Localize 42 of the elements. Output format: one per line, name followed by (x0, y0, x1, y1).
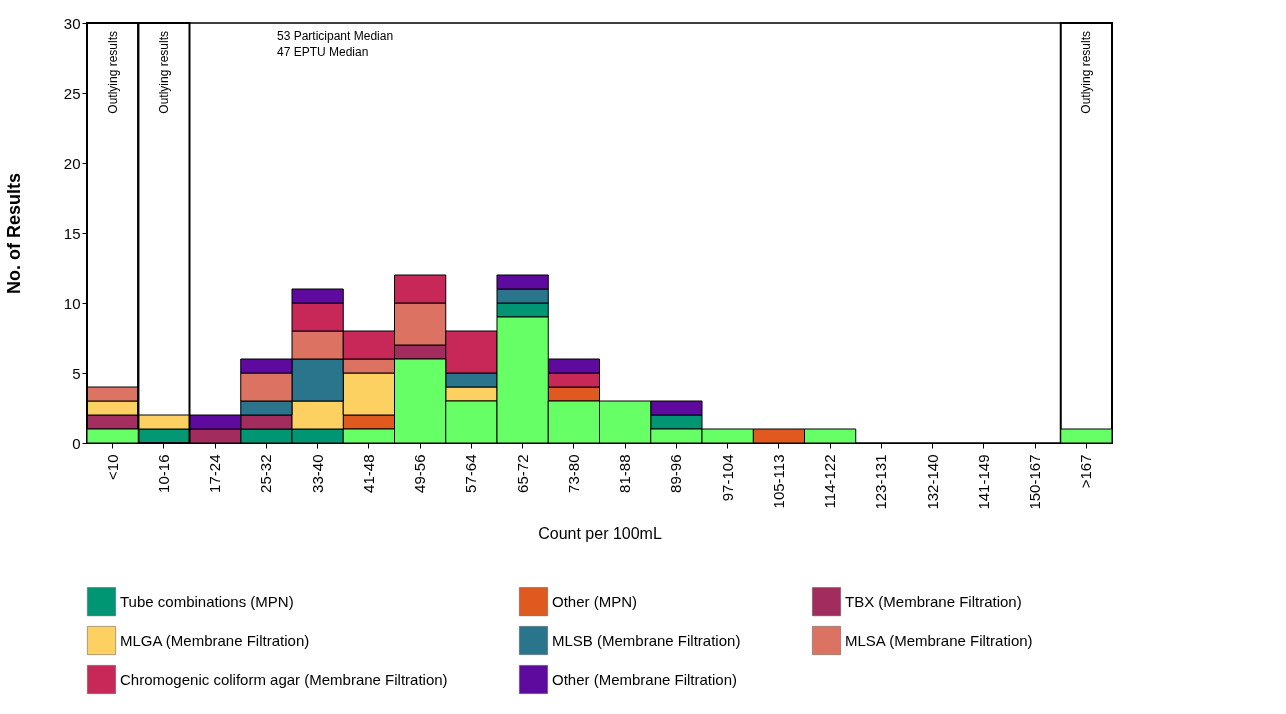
legend-label: MLGA (Membrane Filtration) (120, 631, 310, 649)
y-tick-label: 5 (72, 364, 81, 382)
band-label: Outlying results (156, 31, 171, 114)
x-tick-label: 150-167 (1026, 454, 1044, 510)
x-tick-label: 73-80 (564, 454, 582, 493)
x-tick-label: 25-32 (257, 454, 275, 493)
y-tick-label: 0 (72, 434, 81, 452)
annotation: 53 Participant Median (277, 29, 394, 43)
x-tick-label: 41-48 (359, 454, 377, 493)
y-tick-label: 10 (63, 294, 81, 312)
x-tick-label: >167 (1077, 454, 1095, 489)
legend-label: Chromogenic coliform agar (Membrane Filtration) (120, 670, 448, 688)
x-tick-label: 114-122 (821, 454, 839, 509)
x-tick-label: 89-96 (667, 454, 685, 493)
band-label: Outlying results (1079, 31, 1094, 114)
x-tick-label: 33-40 (308, 454, 326, 493)
legend-label: MLSB (Membrane Filtration) (552, 631, 741, 649)
x-tick-label: 105-113 (769, 454, 787, 509)
x-tick-label: 97-104 (718, 454, 736, 502)
legend-label: TBX (Membrane Filtration) (845, 592, 1022, 610)
x-tick-label: 81-88 (616, 454, 634, 493)
x-tick-label: 141-149 (974, 454, 992, 510)
x-tick-label: 57-64 (462, 454, 480, 493)
x-tick-label: 65-72 (513, 454, 531, 493)
x-tick-label: 49-56 (411, 454, 429, 493)
x-axis-title: Count per 100mL (538, 524, 662, 542)
x-tick-label: 123-131 (872, 454, 890, 510)
legend-label: Tube combinations (MPN) (120, 592, 294, 610)
annotation: 47 EPTU Median (277, 45, 369, 59)
legend-label: Other (MPN) (552, 592, 638, 610)
y-axis-title: No. of Results (3, 172, 24, 295)
x-tick-label: <10 (103, 454, 121, 480)
x-tick-label: 10-16 (154, 454, 172, 493)
y-tick-label: 15 (63, 224, 81, 242)
y-tick-label: 25 (63, 84, 81, 102)
legend-label: Other (Membrane Filtration) (552, 670, 738, 688)
legend-label: MLSA (Membrane Filtration) (845, 631, 1033, 649)
y-tick-label: 30 (63, 14, 81, 32)
x-tick-label: 132-140 (923, 454, 941, 510)
y-tick-label: 20 (63, 154, 81, 172)
band-label: Outlying results (105, 31, 120, 114)
x-tick-label: 17-24 (206, 454, 224, 493)
